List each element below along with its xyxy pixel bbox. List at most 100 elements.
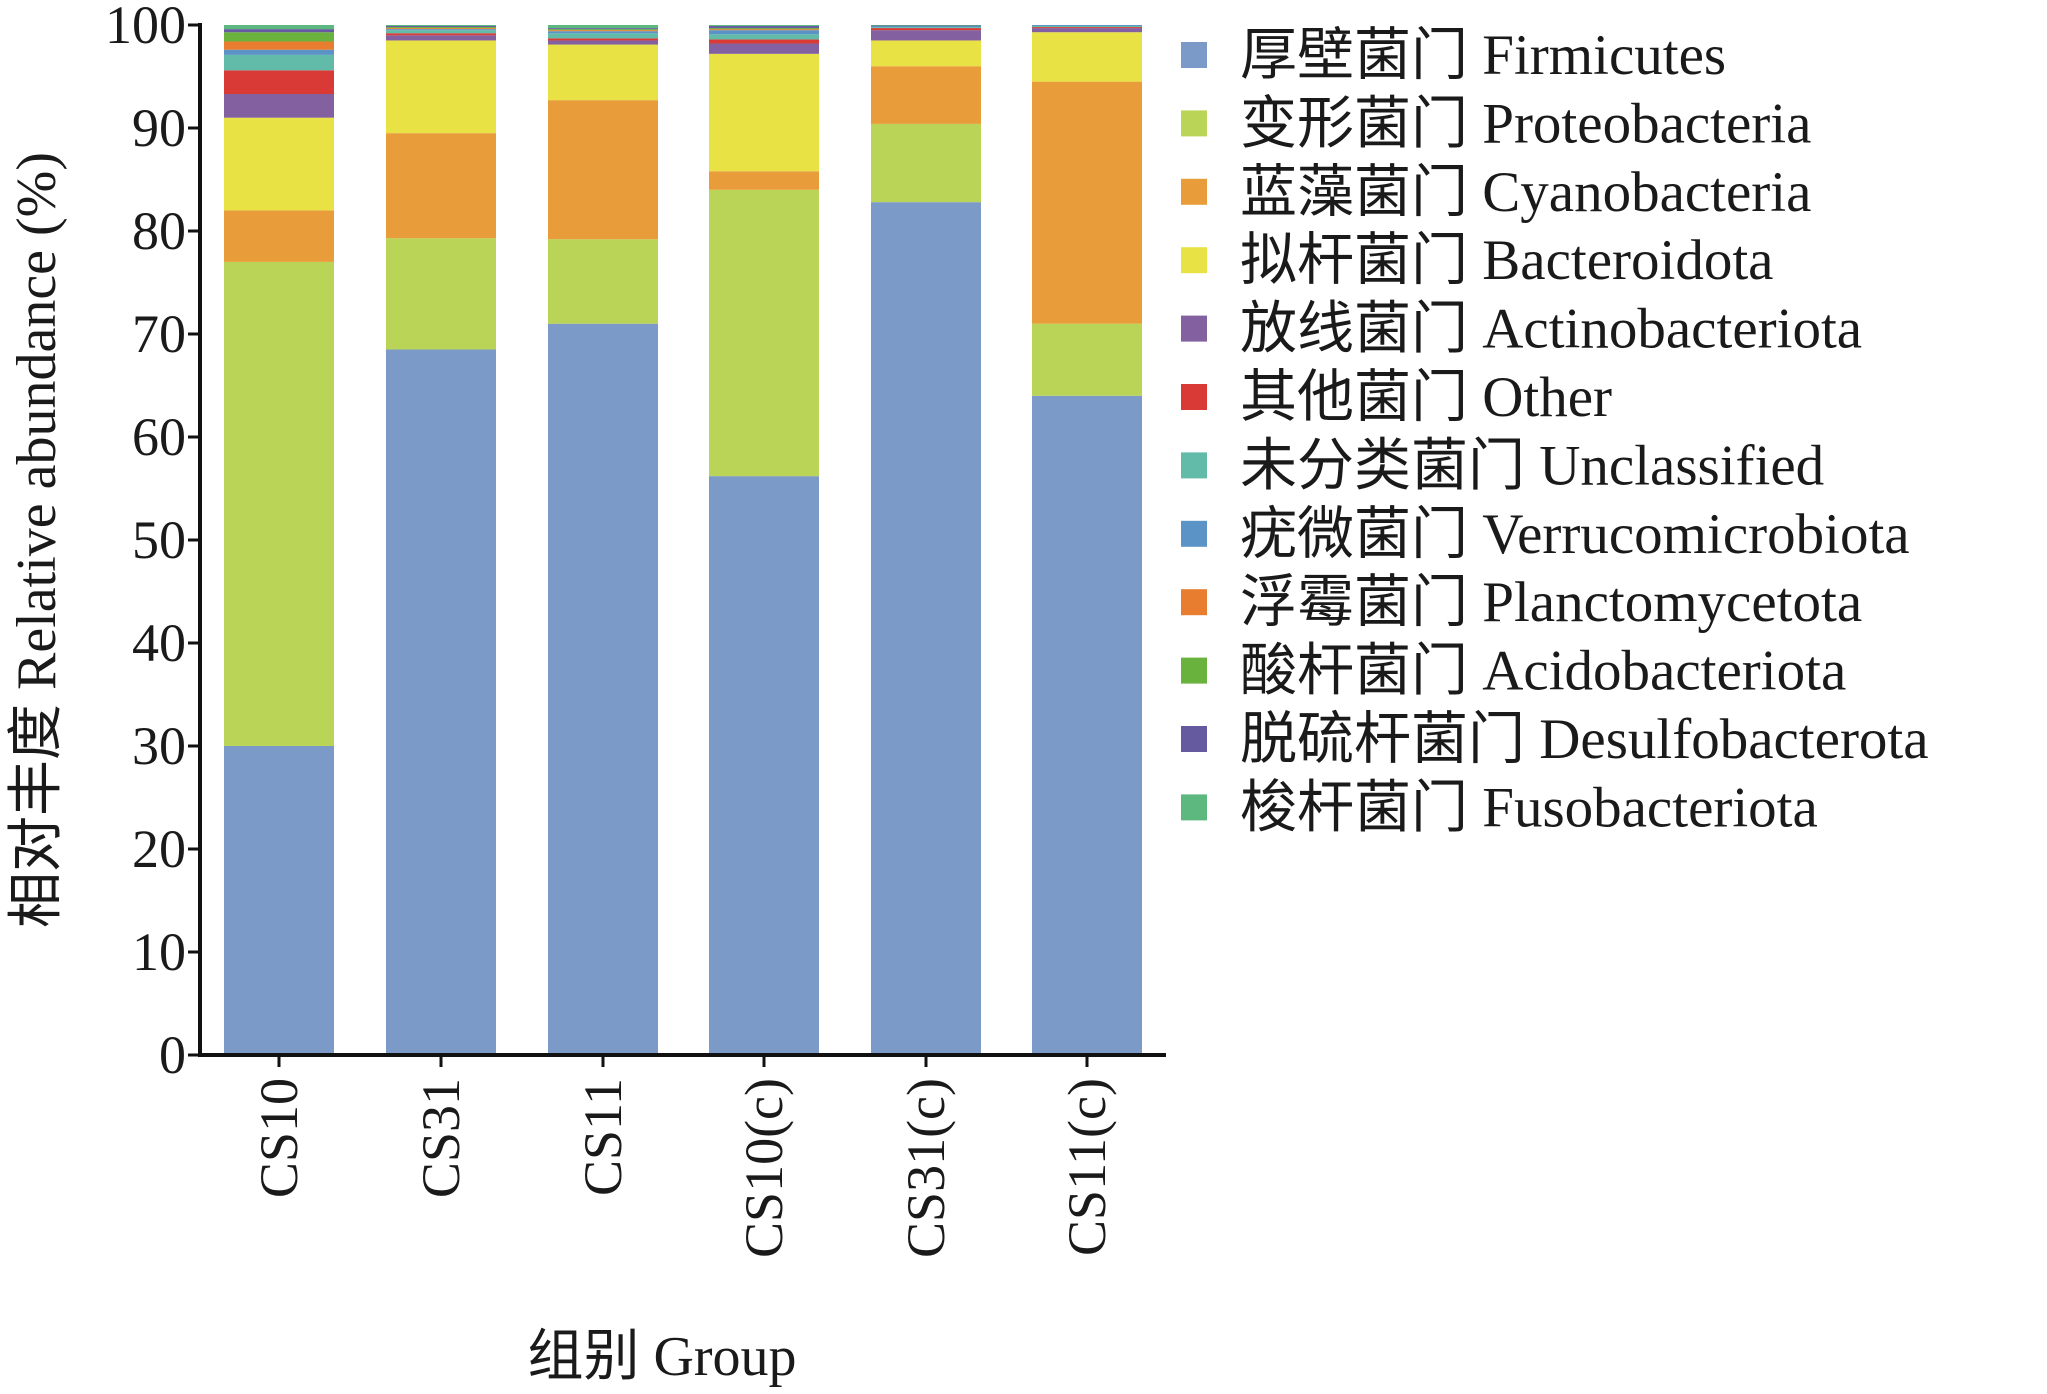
bar-segment — [548, 100, 658, 240]
bar-segment — [224, 32, 334, 42]
bar-segment — [871, 26, 981, 28]
legend-item: 其他菌门 Other — [1181, 366, 1612, 429]
bar-segment — [548, 323, 658, 1055]
bar-segment — [871, 66, 981, 124]
legend-label: 放线菌门 Actinobacteriota — [1240, 298, 1862, 361]
y-tick-label: 90 — [132, 98, 186, 158]
bar-segment — [548, 28, 658, 30]
bar-segment — [548, 30, 658, 32]
legend-swatch — [1181, 794, 1207, 821]
y-tick-label: 20 — [132, 819, 186, 879]
bar-segment — [709, 28, 819, 30]
legend-label: 未分类菌门 Unclassified — [1240, 434, 1824, 497]
bar-segment — [386, 238, 496, 350]
bar-segment — [386, 29, 496, 31]
x-tick-label: CS11(c) — [1057, 1078, 1117, 1256]
bar-segment — [709, 53, 819, 172]
bar-segment — [709, 29, 819, 31]
bar-segment — [871, 27, 981, 29]
legend-swatch — [1181, 589, 1207, 616]
bar-segment — [548, 33, 658, 39]
bar-segment — [871, 25, 981, 27]
legend-label: 厚壁菌门 Firmicutes — [1240, 24, 1726, 87]
legend-swatch — [1181, 657, 1207, 684]
legend-item: 放线菌门 Actinobacteriota — [1181, 298, 1862, 361]
legend-swatch — [1181, 384, 1207, 410]
bar-segment — [224, 41, 334, 50]
legend-swatch — [1181, 42, 1207, 68]
legend-label: 蓝藻菌门 Cyanobacteria — [1240, 161, 1811, 224]
axes-layer: CS10 CS31 CS11 CS10(c) CS31(c) CS11(c) 0 10 20 30… — [105, 0, 1166, 1258]
y-tick-label: 0 — [159, 1025, 186, 1085]
legend-item: 未分类菌门 Unclassified — [1181, 434, 1824, 497]
legend-swatch — [1181, 315, 1207, 342]
bar-segment — [224, 117, 334, 211]
legend-item: 梭杆菌门 Fusobacteriota — [1181, 776, 1818, 839]
bar-segment — [386, 26, 496, 28]
y-tick-label: 50 — [132, 510, 186, 570]
bar-segment — [386, 35, 496, 41]
legend-item: 拟杆菌门 Bacteroidota — [1181, 229, 1773, 292]
bar-segment — [386, 40, 496, 134]
legend-swatch — [1181, 452, 1207, 479]
legend-item: 厚壁菌门 Firmicutes — [1181, 24, 1726, 87]
bar-segment — [548, 44, 658, 101]
bar-segment — [548, 29, 658, 31]
y-tick-label: 60 — [132, 407, 186, 467]
y-tick-label: 30 — [132, 716, 186, 776]
legend-item: 蓝藻菌门 Cyanobacteria — [1181, 161, 1811, 224]
legend-item: 变形菌门 Proteobacteria — [1181, 92, 1811, 155]
bar-segment — [1032, 28, 1142, 33]
bar-segment — [1032, 27, 1142, 29]
bar-segment — [224, 261, 334, 746]
bar-segment — [386, 349, 496, 1055]
legend-swatch — [1181, 178, 1207, 205]
bar-segment — [548, 25, 658, 29]
bar-segment — [1032, 323, 1142, 396]
x-tick-label: CS31(c) — [896, 1078, 956, 1258]
bar-segment — [709, 26, 819, 29]
legend-swatch — [1181, 726, 1207, 752]
bar-segment — [1032, 32, 1142, 82]
bars-layer — [224, 25, 1142, 1055]
legend-label: 拟杆菌门 Bacteroidota — [1240, 229, 1773, 292]
x-axis-title: 组别 Group — [527, 1326, 796, 1388]
bar-segment — [871, 123, 981, 203]
legend-swatch — [1181, 520, 1207, 547]
bar-segment — [386, 27, 496, 29]
bar-segment — [224, 49, 334, 55]
legend-item: 疣微菌门 Verrucomicrobiota — [1181, 503, 1910, 566]
legend-label: 浮霉菌门 Planctomycetota — [1240, 571, 1862, 634]
bar-segment — [709, 39, 819, 44]
legend-item: 酸杆菌门 Acidobacteriota — [1181, 640, 1846, 703]
legend-item: 脱硫杆菌门 Desulfobacterota — [1181, 708, 1929, 771]
bar-segment — [871, 25, 981, 26]
legend-label: 酸杆菌门 Acidobacteriota — [1240, 640, 1846, 703]
bar-segment — [709, 171, 819, 190]
bar-segment — [709, 30, 819, 35]
bar-segment — [224, 25, 334, 30]
y-tick-label: 10 — [132, 922, 186, 982]
y-tick-label: 100 — [105, 0, 186, 55]
bar-segment — [386, 30, 496, 34]
bar-segment — [386, 133, 496, 239]
legend-label: 其他菌门 Other — [1240, 366, 1612, 429]
bar-segment — [871, 28, 981, 31]
bar-segment — [386, 25, 496, 27]
legend-label: 梭杆菌门 Fusobacteriota — [1240, 776, 1818, 839]
x-tick-label: CS10(c) — [734, 1078, 794, 1258]
bar-segment — [871, 40, 981, 67]
bar-segment — [548, 40, 658, 45]
bar-segment — [224, 29, 334, 33]
bar-segment — [709, 43, 819, 54]
bar-segment — [709, 34, 819, 40]
x-tick-label: CS11 — [573, 1078, 633, 1196]
bar-segment — [871, 30, 981, 41]
bar-segment — [1032, 395, 1142, 1055]
x-tick-label: CS10 — [249, 1078, 309, 1198]
bar-segment — [548, 239, 658, 324]
bar-segment — [1032, 81, 1142, 324]
y-tick-label: 70 — [132, 304, 186, 364]
